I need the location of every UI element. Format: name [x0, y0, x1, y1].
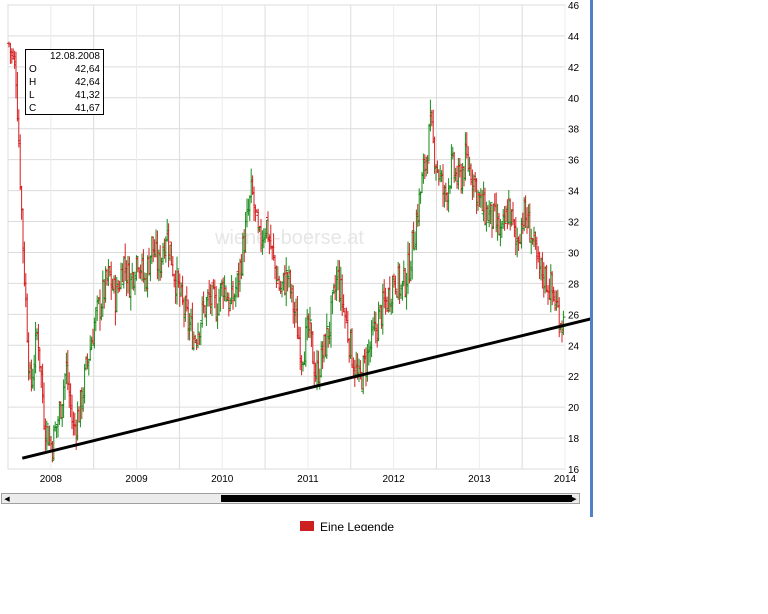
- trendline: [21, 317, 590, 460]
- tooltip-label-open: O: [29, 64, 37, 75]
- price-chart: wiener-boerse.at 16 18 20 22 24 26 28 30 32 34 36 3…: [7, 1, 590, 485]
- tooltip-value-high: 42,64: [74, 77, 100, 88]
- ohlc-bar: [502, 206, 507, 231]
- tooltip-value-open: 42,64: [74, 64, 100, 75]
- ohlc-bar: [284, 257, 289, 307]
- x-tick-label: 2014: [554, 474, 577, 485]
- tooltip-label-low: L: [29, 90, 35, 101]
- x-tick-label: 2010: [211, 474, 234, 485]
- tooltip-label-high: H: [29, 77, 37, 88]
- ohlc-bar: [407, 243, 412, 284]
- ohlc-bar: [44, 420, 49, 451]
- ohlc-bar: [341, 294, 346, 313]
- ohlc-bar: [46, 425, 51, 446]
- ohlc-bar: [271, 233, 276, 261]
- scrollbar-thumb[interactable]: [221, 495, 572, 502]
- y-tick-label: 20: [568, 403, 580, 414]
- y-tick-label: 18: [568, 434, 580, 445]
- y-tick-label: 22: [568, 372, 580, 383]
- trendline-layer: [21, 317, 590, 460]
- y-tick-label: 26: [568, 310, 580, 321]
- ohlc-bar: [476, 189, 480, 211]
- chart-frame: wiener-boerse.at 16 18 20 22 24 26 28 30 32 34 36 3…: [0, 0, 593, 517]
- y-tick-label: 24: [568, 341, 580, 352]
- ohlc-bar: [561, 310, 566, 336]
- scroll-right-arrow-icon[interactable]: ▶: [571, 495, 577, 503]
- horizontal-scrollbar[interactable]: ◀ ▶: [1, 493, 580, 504]
- tooltip-row-high: H 42,64: [29, 76, 100, 89]
- y-tick-label: 44: [568, 32, 580, 43]
- ohlc-bar: [226, 292, 231, 317]
- legend: Eine Legende: [300, 521, 394, 531]
- x-tick-label: 2012: [382, 474, 405, 485]
- tooltip-value-low: 41,32: [74, 90, 100, 101]
- ohlc-bar: [274, 265, 279, 289]
- tooltip-date: 12.08.2008: [49, 51, 100, 62]
- y-tick-label: 42: [568, 63, 580, 74]
- x-tick-label: 2011: [297, 474, 319, 485]
- watermark-text: wiener-boerse.at: [214, 227, 364, 249]
- ohlc-bar: [557, 297, 562, 338]
- tooltip-row-open: O 42,64: [29, 63, 100, 76]
- y-tick-label: 32: [568, 218, 580, 229]
- y-tick-label: 40: [568, 94, 580, 105]
- tooltip-row-low: L 41,32: [29, 89, 100, 102]
- y-tick-label: 16: [568, 465, 580, 476]
- y-tick-label: 38: [568, 125, 580, 136]
- legend-label: Eine Legende: [320, 521, 395, 531]
- ohlc-bar: [324, 313, 329, 359]
- ohlc-tooltip: 12.08.2008 O 42,64 H 42,64 L 41,32 C 41,…: [25, 49, 104, 115]
- ohlc-bar: [253, 204, 258, 222]
- x-tick-label: 2013: [468, 474, 491, 485]
- ohlc-bar: [488, 202, 493, 225]
- ohlc-bar: [435, 160, 440, 174]
- ohlc-bar: [231, 280, 235, 310]
- scroll-left-arrow-icon[interactable]: ◀: [4, 495, 10, 503]
- x-tick-label: 2008: [40, 474, 63, 485]
- tooltip-label-close: C: [29, 103, 37, 114]
- y-tick-label: 36: [568, 156, 580, 167]
- legend-swatch: [300, 521, 314, 531]
- ohlc-bar: [196, 322, 200, 349]
- x-axis-ticks: 2008 2009 2010 2011 2012 2013 2014: [40, 474, 577, 485]
- tooltip-value-close: 41,67: [74, 103, 100, 114]
- tooltip-row-close: C 41,67: [29, 102, 100, 115]
- y-tick-label: 30: [568, 248, 580, 259]
- y-tick-label: 46: [568, 1, 580, 12]
- ohlc-bar: [134, 255, 139, 281]
- x-tick-label: 2009: [125, 474, 148, 485]
- ohlc-bar: [175, 256, 179, 305]
- y-tick-label: 28: [568, 279, 580, 290]
- y-tick-label: 34: [568, 187, 580, 198]
- y-axis-ticks: 16 18 20 22 24 26 28 30 32 34 36 38 40 42 44 46: [568, 1, 580, 476]
